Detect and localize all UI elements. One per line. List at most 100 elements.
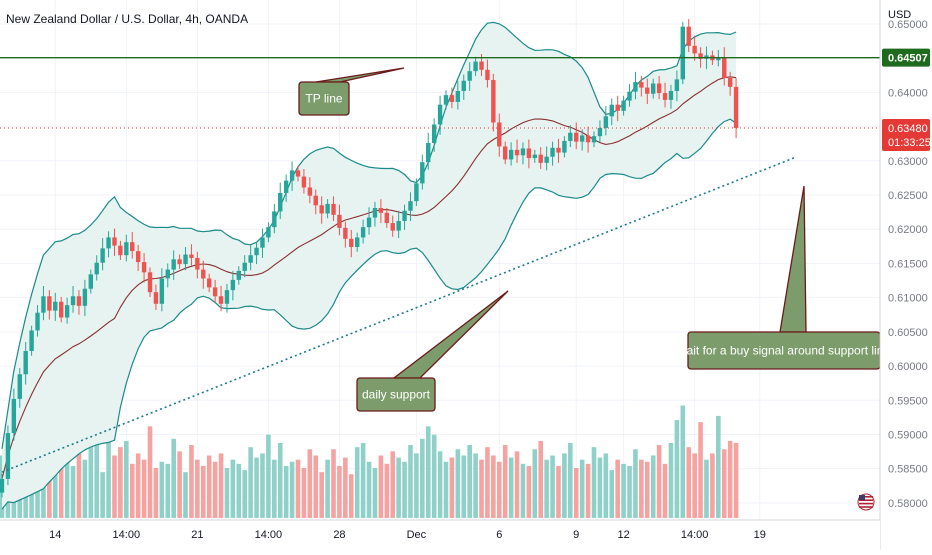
candle-body [532,154,537,159]
volume-bar [621,463,626,518]
candle-body [396,221,401,231]
price-tick-label: 0.63000 [888,156,928,168]
candle [254,241,259,265]
candle-body [195,257,200,270]
candle-body [112,237,117,246]
candle [189,244,194,266]
volume-bar [532,449,538,518]
candle [414,178,419,206]
candle-body [301,176,307,188]
candle-body [88,274,93,289]
candle [396,210,401,239]
candle [76,290,82,315]
candle [639,75,644,97]
volume-bar [686,447,692,518]
candle-body [230,279,236,291]
volume-bar [360,443,366,518]
candle-body [94,262,99,275]
volume-bar [639,459,644,518]
candle [609,98,614,126]
candle [141,253,147,283]
candle [431,118,437,152]
candle-body [609,104,614,117]
candle [183,247,188,271]
candle [627,84,632,107]
flag-stripe [859,496,873,498]
last-price-tag [882,118,930,151]
volume-bar [378,455,384,518]
candle [562,136,567,158]
volume-bar [544,459,549,518]
flag-stripe [859,499,873,501]
candle-body [17,374,22,399]
candle-body [147,272,153,293]
volume-bar [479,459,484,518]
candle [118,240,123,260]
candle-body [574,132,579,142]
volume-bar [283,465,289,518]
candle-body [59,301,64,318]
volume-bar [443,461,449,518]
candle [94,255,99,281]
band-fill [2,22,737,510]
candle [307,177,313,204]
price-tick-label: 0.59000 [888,429,928,441]
candle-body [272,211,277,228]
candle-body [686,26,691,46]
volume-bar [200,465,206,518]
price-tick-label: 0.58000 [888,498,928,510]
candle [508,142,514,166]
candle-body [331,203,336,215]
candle-body [177,259,182,265]
volume-bar [64,430,70,518]
volume-bar [514,451,520,518]
volume-bar [177,451,182,518]
volume-bar [372,468,378,518]
candle [177,254,182,269]
candle [402,204,407,230]
candle [615,95,620,122]
candle-body [0,478,5,493]
candle-body [585,135,591,143]
volume-bar [189,445,194,518]
candle [449,87,455,109]
price-tick-label: 0.59500 [888,395,928,407]
price-tick-label: 0.61000 [888,293,928,305]
volume-bar [644,461,650,518]
candle-body [508,149,514,160]
candle [544,146,549,171]
callout-box [298,81,350,116]
candle-body [135,251,141,263]
volume-bar [70,465,76,518]
candle [124,234,129,262]
candle-body [159,278,165,304]
candle-body [645,87,650,94]
price-tick-label: 0.65000 [888,19,928,31]
candle [165,263,170,288]
time-axis-bg [0,520,880,550]
volume-bar [384,463,390,518]
candle [621,95,626,116]
candle [378,199,384,224]
volume-bar [467,445,472,518]
time-tick-label: 19 [754,529,766,541]
candle [408,192,413,221]
candle-body [526,148,532,159]
wait-callout: wait for a buy signal around support lin… [677,185,890,370]
time-tick-label: 14:00 [113,529,141,541]
volume-bar [260,453,265,518]
candle-body [597,127,603,137]
time-tick-label: 21 [191,529,203,541]
candle [260,228,265,258]
candle [556,138,561,163]
volume-bar [135,453,141,518]
candle-body [479,61,484,70]
candle-body [431,124,437,143]
time-tick-label: 14 [49,529,61,541]
candle [0,474,5,498]
candle [603,106,609,136]
candle [384,208,389,228]
callout-text: wait for a buy signal around support lin… [677,344,890,358]
candle-body [124,242,129,256]
